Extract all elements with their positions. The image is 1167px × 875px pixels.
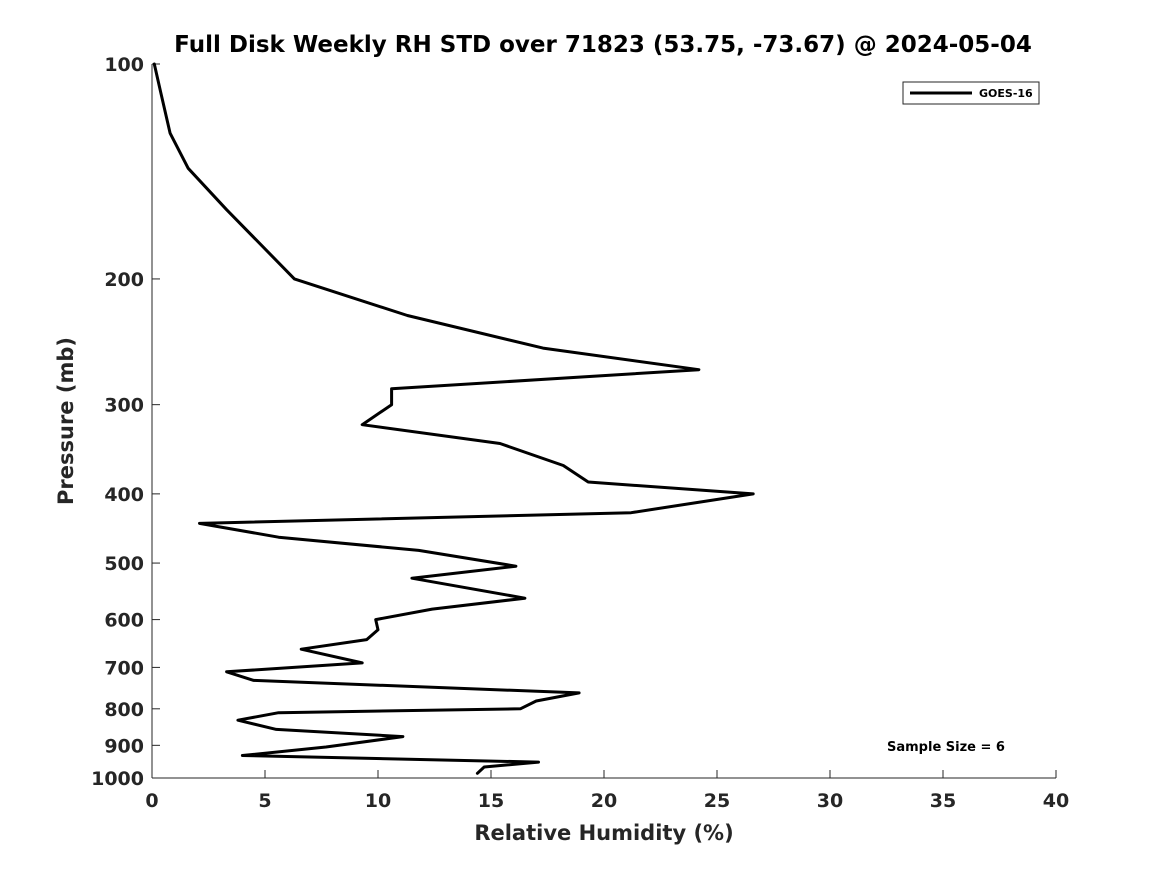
y-tick-label: 100 [104, 54, 144, 76]
y-tick-label: 500 [104, 553, 144, 575]
x-tick-label: 10 [365, 790, 391, 812]
x-tick-label: 30 [817, 790, 843, 812]
y-ticks: 100 200 300 400 500 600 700 800 900 1000 [91, 54, 160, 790]
x-tick-label: 35 [930, 790, 956, 812]
chart-title: Full Disk Weekly RH STD over 71823 (53.7… [174, 32, 1032, 58]
y-tick-label: 1000 [91, 768, 144, 790]
sample-size-annotation: Sample Size = 6 [887, 740, 1005, 755]
x-tick-label: 20 [591, 790, 617, 812]
x-tick-label: 15 [478, 790, 504, 812]
y-axis-label: Pressure (mb) [54, 337, 78, 505]
y-tick-label: 400 [104, 484, 144, 506]
y-tick-label: 200 [104, 269, 144, 291]
series-line-goes-16 [152, 62, 755, 775]
legend: GOES-16 [902, 81, 1040, 105]
x-tick-label: 0 [145, 790, 158, 812]
y-tick-label: 900 [104, 735, 144, 757]
y-tick-label: 700 [104, 657, 144, 679]
y-tick-label: 600 [104, 610, 144, 632]
y-tick-label: 300 [104, 395, 144, 417]
x-tick-label: 40 [1043, 790, 1069, 812]
legend-label-goes-16: GOES-16 [979, 87, 1033, 100]
series-group [152, 62, 755, 775]
y-tick-label: 800 [104, 699, 144, 721]
x-axis-label: Relative Humidity (%) [474, 821, 733, 845]
x-ticks: 0 5 10 15 20 25 30 35 40 [145, 770, 1069, 812]
x-tick-label: 25 [704, 790, 730, 812]
plot-area: 0 5 10 15 20 25 30 35 40 100 200 300 400 500 600 700 80… [91, 54, 1069, 812]
x-tick-label: 5 [258, 790, 271, 812]
